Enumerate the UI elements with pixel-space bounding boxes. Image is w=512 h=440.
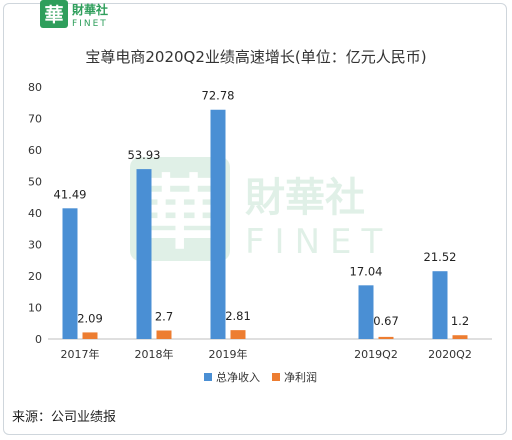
data-label-profit: 0.67 xyxy=(373,314,399,328)
x-tick-label: 2019Q2 xyxy=(354,348,398,361)
legend-label-revenue: 总净收入 xyxy=(216,370,260,384)
data-label-profit: 1.2 xyxy=(451,314,469,328)
y-tick-label: 0 xyxy=(35,333,42,346)
bar-revenue xyxy=(62,208,78,339)
data-label-revenue: 21.52 xyxy=(424,250,457,264)
y-tick-label: 70 xyxy=(28,113,42,126)
data-label-revenue: 72.78 xyxy=(202,89,235,103)
bar-profit xyxy=(230,330,246,339)
data-label-revenue: 53.93 xyxy=(128,148,161,162)
source-note: 来源：公司业绩报 xyxy=(12,410,117,425)
data-label-revenue: 17.04 xyxy=(350,264,383,278)
bar-profit xyxy=(82,332,98,339)
y-tick-label: 50 xyxy=(28,176,42,189)
bar-revenue xyxy=(358,285,374,339)
svg-text:FINET: FINET xyxy=(72,19,108,29)
bar-revenue xyxy=(432,271,448,339)
chart-frame xyxy=(3,3,507,435)
svg-text:華: 華 xyxy=(44,3,63,26)
bar-profit xyxy=(452,335,468,339)
legend-swatch-revenue xyxy=(204,373,212,381)
x-tick-label: 2020Q2 xyxy=(428,348,472,361)
data-label-profit: 2.81 xyxy=(225,309,251,323)
svg-text:財華社: 財華社 xyxy=(245,175,365,221)
svg-text:華: 華 xyxy=(140,167,220,260)
x-tick-label: 2019年 xyxy=(209,347,248,361)
bar-profit xyxy=(378,336,394,339)
svg-text:FINET: FINET xyxy=(245,222,392,262)
bar-revenue xyxy=(210,109,226,339)
x-tick-label: 2018年 xyxy=(135,347,174,361)
svg-text:財華社: 財華社 xyxy=(71,2,108,17)
y-tick-label: 40 xyxy=(28,207,42,220)
bar-revenue xyxy=(136,169,152,339)
bar-profit xyxy=(156,330,172,339)
data-label-profit: 2.7 xyxy=(155,309,173,323)
data-label-revenue: 41.49 xyxy=(54,187,87,201)
legend-label-profit: 净利润 xyxy=(284,370,317,384)
legend-swatch-profit xyxy=(272,373,280,381)
y-tick-label: 10 xyxy=(28,302,42,315)
data-label-profit: 2.09 xyxy=(77,311,103,325)
watermark-logo: 華 財華社 FINET xyxy=(130,157,392,262)
x-tick-label: 2017年 xyxy=(61,347,100,361)
finet-logo: 華 財華社 FINET xyxy=(40,0,108,29)
y-tick-label: 30 xyxy=(28,239,42,252)
chart-title: 宝尊电商2020Q2业绩高速增长(单位：亿元人民币) xyxy=(85,48,427,66)
y-tick-label: 20 xyxy=(28,270,42,283)
y-tick-label: 80 xyxy=(28,81,42,94)
y-tick-label: 60 xyxy=(28,144,42,157)
